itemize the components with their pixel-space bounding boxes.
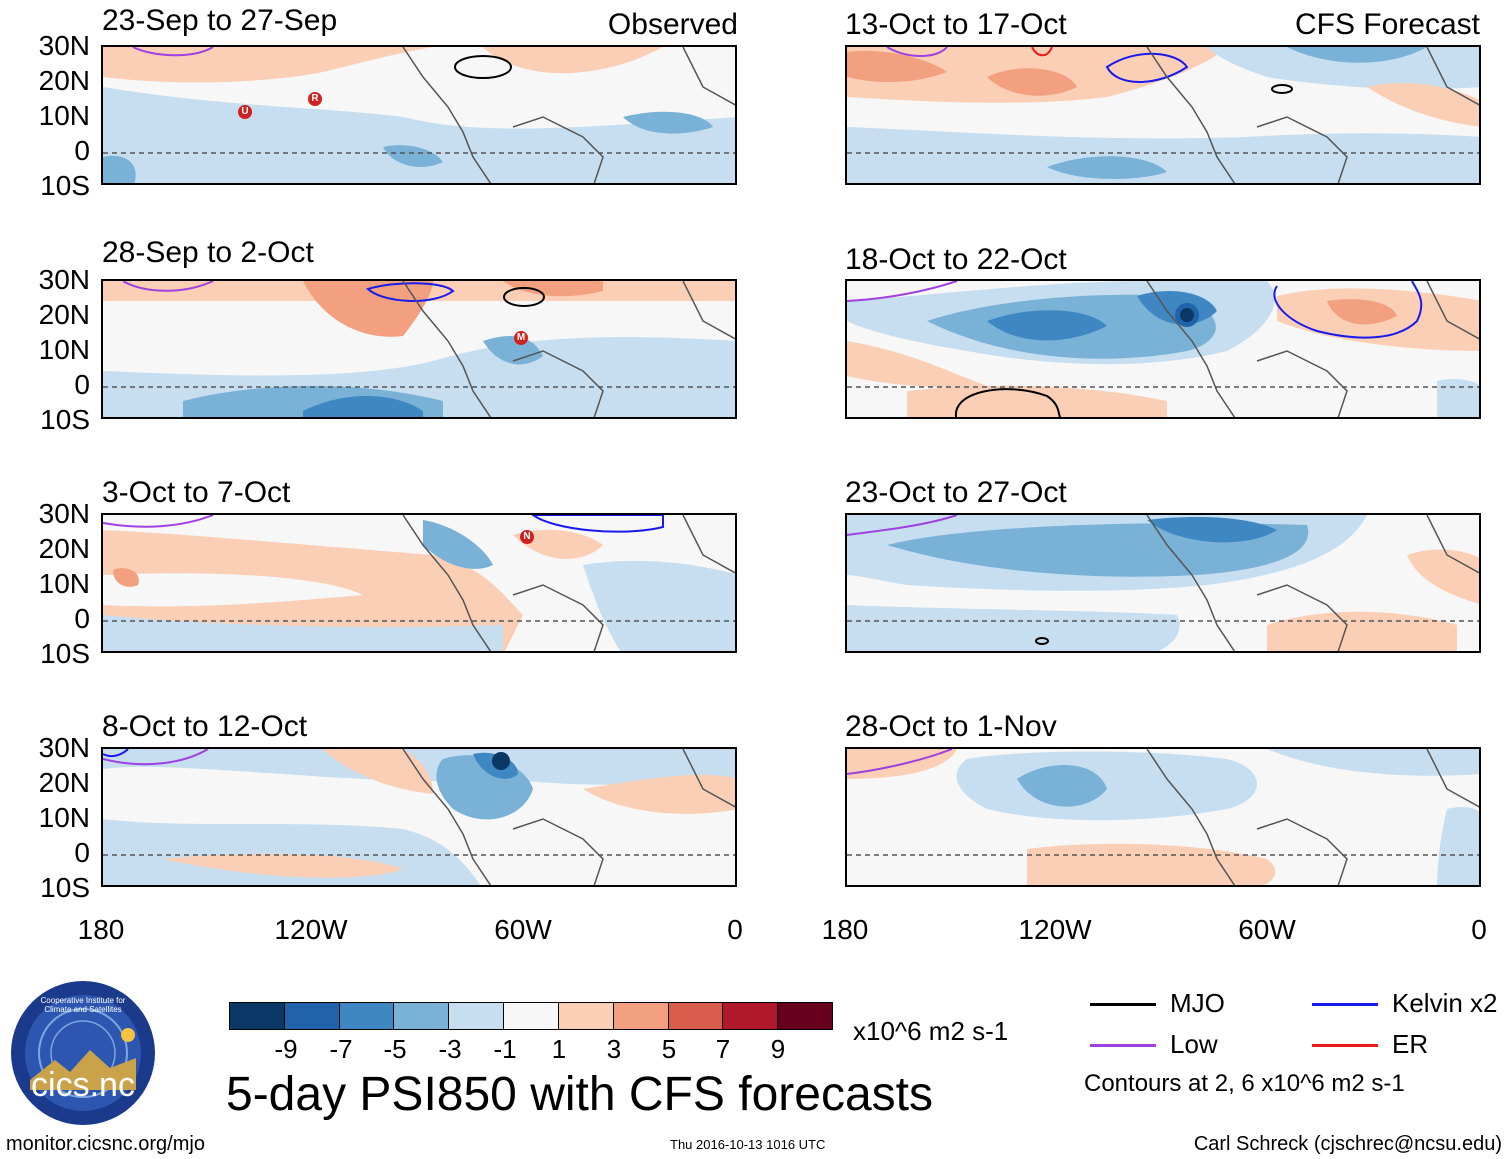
lat-label: 30N	[38, 498, 90, 529]
observed-label: Observed	[607, 8, 738, 41]
lon-label: 120W	[274, 914, 348, 945]
map-panel-6	[845, 279, 1481, 419]
lat-label: 10N	[38, 100, 90, 131]
legend-line-mjo	[1090, 1003, 1156, 1006]
legend-label-kelvin: Kelvin x2	[1392, 988, 1498, 1018]
colorbar-tick-label: -9	[274, 1034, 298, 1064]
psi-field-6	[847, 281, 1479, 417]
lon-label: 0	[1471, 914, 1487, 945]
lat-label: 10N	[38, 802, 90, 833]
colorbar-swatch	[557, 1003, 613, 1029]
footer-url[interactable]: monitor.cicsnc.org/mjo	[6, 1133, 205, 1155]
lat-label: 0	[74, 135, 90, 166]
psi-field-4	[103, 749, 735, 885]
colorbar-tick-label: 9	[770, 1034, 786, 1064]
cics-logo: Cooperative Institute for Climate and Sa…	[10, 980, 156, 1126]
logo-ring-text: Cooperative Institute for Climate and Sa…	[40, 996, 126, 1014]
legend-label-er: ER	[1392, 1029, 1429, 1059]
lat-label: 20N	[38, 533, 90, 564]
lat-label: 0	[74, 603, 90, 634]
colorbar-swatch	[283, 1003, 339, 1029]
map-panel-8	[845, 747, 1481, 887]
colorbar-tick-label: 5	[661, 1034, 677, 1064]
storm-marker: R	[311, 93, 319, 104]
colorbar-units: x10^6 m2 s-1	[853, 1016, 1009, 1046]
lat-label: 10S	[40, 170, 90, 201]
map-panel-7	[845, 513, 1481, 653]
colorbar-tick-label: -7	[329, 1034, 353, 1064]
forecast-label: CFS Forecast	[1294, 8, 1480, 41]
lon-label: 60W	[494, 914, 552, 945]
footer-timestamp: Thu 2016-10-13 1016 UTC	[670, 1137, 826, 1152]
psi-field-3	[103, 515, 735, 651]
colorbar-tick-label: 3	[606, 1034, 622, 1064]
logo-text: cics.nc	[31, 1066, 135, 1104]
colorbar-tick-label: -5	[383, 1034, 407, 1064]
contours-note: Contours at 2, 6 x10^6 m2 s-1	[1084, 1070, 1405, 1097]
psi-field-1	[103, 47, 735, 183]
legend-line-kelvin	[1312, 1003, 1378, 1006]
storm-marker: N	[523, 531, 531, 542]
panel-title-6: 18-Oct to 22-Oct	[845, 243, 1067, 276]
panel-title-4: 8-Oct to 12-Oct	[102, 710, 308, 743]
legend-label-mjo: MJO	[1170, 988, 1225, 1018]
colorbar	[229, 1002, 833, 1030]
legend-label-low: Low	[1170, 1029, 1218, 1059]
panel-title-7: 23-Oct to 27-Oct	[845, 476, 1067, 509]
colorbar-swatch	[722, 1003, 778, 1029]
main-title: 5-day PSI850 with CFS forecasts	[226, 1068, 933, 1121]
map-panel-5	[845, 45, 1481, 185]
lon-label: 0	[727, 914, 743, 945]
lat-label: 30N	[38, 30, 90, 61]
lat-label: 10S	[40, 404, 90, 435]
lat-label: 20N	[38, 299, 90, 330]
lat-label: 0	[74, 369, 90, 400]
psi-field-5	[847, 47, 1479, 183]
colorbar-swatch	[338, 1003, 394, 1029]
panel-title-8: 28-Oct to 1-Nov	[845, 710, 1057, 743]
colorbar-swatch	[667, 1003, 723, 1029]
lon-label: 180	[77, 914, 125, 945]
panel-title-5: 13-Oct to 17-Oct	[845, 8, 1067, 41]
psi-field-8	[847, 749, 1479, 885]
footer-author: Carl Schreck (cjschrec@ncsu.edu)	[1193, 1133, 1502, 1155]
lat-label: 10N	[38, 334, 90, 365]
map-panel-2: M	[101, 279, 737, 419]
lat-label: 30N	[38, 732, 90, 763]
colorbar-swatch	[393, 1003, 449, 1029]
storm-marker: U	[241, 106, 249, 117]
lat-label: 20N	[38, 65, 90, 96]
colorbar-swatch	[503, 1003, 558, 1029]
lat-label: 30N	[38, 264, 90, 295]
colorbar-swatch	[612, 1003, 668, 1029]
lat-label: 10S	[40, 872, 90, 903]
psi-field-2	[103, 281, 735, 417]
map-panel-4	[101, 747, 737, 887]
map-panel-3: N	[101, 513, 737, 653]
colorbar-tick-label: 1	[551, 1034, 567, 1064]
colorbar-swatch	[230, 1003, 284, 1029]
colorbar-swatch	[777, 1003, 832, 1029]
legend-line-er	[1312, 1044, 1378, 1047]
lon-label: 120W	[1018, 914, 1092, 945]
lat-label: 10N	[38, 568, 90, 599]
colorbar-swatch	[448, 1003, 504, 1029]
panel-title-3: 3-Oct to 7-Oct	[102, 476, 291, 509]
lon-label: 60W	[1238, 914, 1296, 945]
colorbar-tick-label: 7	[715, 1034, 731, 1064]
lat-label: 0	[74, 837, 90, 868]
panel-title-1: 23-Sep to 27-Sep	[102, 4, 338, 37]
lat-label: 20N	[38, 767, 90, 798]
colorbar-tick-label: -3	[438, 1034, 462, 1064]
panel-title-2: 28-Sep to 2-Oct	[102, 236, 314, 269]
lon-label: 180	[821, 914, 869, 945]
lat-label: 10S	[40, 638, 90, 669]
psi-field-7	[847, 515, 1479, 651]
colorbar-tick-label: -1	[493, 1034, 517, 1064]
storm-marker: M	[516, 332, 526, 343]
legend-line-low	[1090, 1044, 1156, 1047]
